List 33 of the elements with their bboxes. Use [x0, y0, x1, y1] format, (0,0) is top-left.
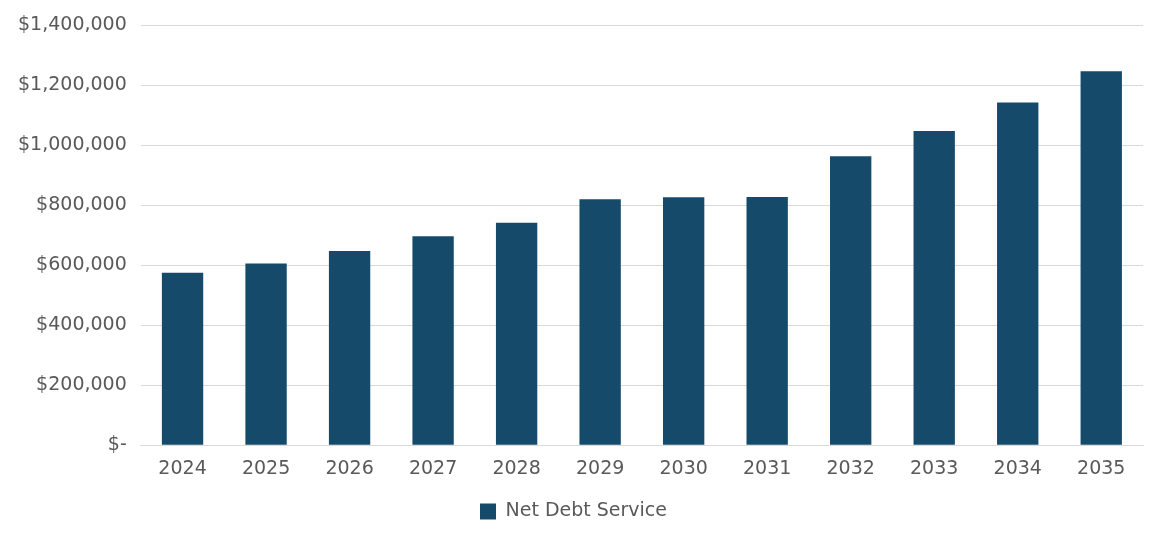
- x-tick-label: 2031: [742, 455, 792, 478]
- y-tick-label: $400,000: [36, 312, 127, 335]
- y-tick-label: $1,000,000: [17, 132, 127, 155]
- x-tick-label: 2027: [408, 455, 458, 478]
- x-tick-label: 2030: [659, 455, 708, 478]
- y-tick-label: $200,000: [36, 372, 127, 395]
- x-tick-label: 2035: [1077, 455, 1126, 478]
- x-tick-label: 2024: [158, 455, 207, 478]
- x-tick-label: 2025: [241, 455, 291, 478]
- bar: [746, 196, 788, 445]
- x-tick-label: 2032: [826, 455, 875, 478]
- x-tick-label: 2028: [492, 455, 541, 478]
- bar: [328, 250, 371, 445]
- bar: [412, 236, 454, 445]
- y-tick-label: $1,400,000: [17, 12, 127, 35]
- legend-label: Net Debt Service: [505, 498, 667, 521]
- y-tick-label: $-: [107, 432, 127, 455]
- bar: [161, 272, 204, 445]
- bar: [913, 130, 955, 445]
- x-tick-label: 2034: [993, 455, 1042, 478]
- y-tick-label: $600,000: [36, 252, 127, 275]
- bar: [495, 222, 538, 445]
- bar: [662, 197, 705, 445]
- bar: [997, 102, 1039, 445]
- y-tick-label: $1,200,000: [17, 72, 127, 95]
- y-tick-label: $800,000: [36, 192, 127, 215]
- x-tick-label: 2033: [910, 455, 959, 478]
- bar: [1080, 71, 1122, 445]
- bar: [245, 263, 287, 445]
- bar: [830, 156, 872, 445]
- bar: [579, 199, 621, 445]
- x-tick-label: 2026: [325, 455, 374, 478]
- x-tick-label: 2029: [575, 455, 625, 478]
